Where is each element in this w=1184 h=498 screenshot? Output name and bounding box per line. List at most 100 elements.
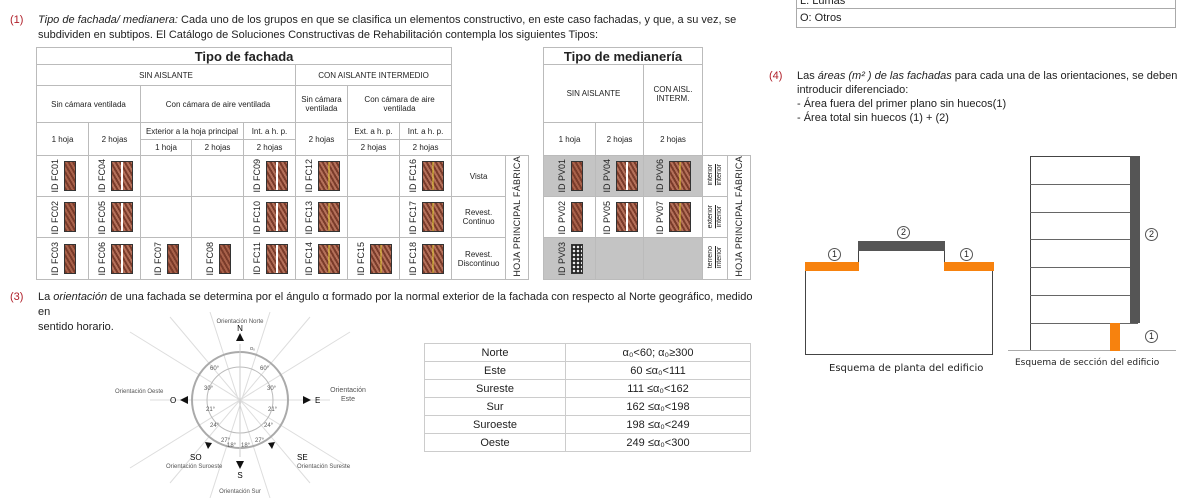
side-top: exterior (707, 204, 714, 228)
note4-text: Las áreas (m² ) de las fachadas para cad… (797, 69, 1182, 125)
angle-label: 60° (260, 366, 270, 372)
wall-section-icon (369, 243, 392, 274)
type-id: ID FC14 (303, 241, 314, 276)
wall-section-icon (63, 161, 76, 192)
so-arrow-icon (205, 442, 212, 449)
side-bottom: interior (716, 246, 723, 269)
plan-marker-2: 2 (897, 226, 910, 239)
fachada-cell: ID FC02 (36, 196, 89, 239)
hdr-con-camara: Con cámara de aire ventilada (140, 85, 296, 123)
angle-label: 60° (210, 366, 220, 372)
orientation-row: Sur 162 ≤α₀<198 (424, 397, 751, 416)
wall-section-icon (265, 161, 288, 192)
finish-label: Vista (451, 154, 507, 198)
side-top: terreno (707, 246, 714, 269)
hdr-1hoja: 1 hoja (36, 122, 89, 156)
med-sin-aislante: SIN AISLANTE (543, 64, 644, 123)
note3-t3: sentido horario. (38, 321, 114, 333)
hdr-e1: 1 hoja (140, 139, 192, 156)
wall-section-icon (615, 161, 638, 192)
type-id: ID PV07 (655, 200, 665, 235)
fachada-table: Tipo de fachada SIN AISLANTE CON AISLANTE… (35, 47, 530, 280)
angle-label: 30° (204, 386, 214, 392)
wall-section-icon (63, 202, 76, 233)
wall-section-icon (265, 243, 288, 274)
plan-area-1-right (944, 262, 994, 271)
wall-section-icon (63, 243, 76, 274)
side-top: interior (707, 164, 714, 186)
orientation-row: Este 60 ≤α₀<111 (424, 361, 751, 380)
wall-section-icon (110, 202, 133, 233)
type-id: ID FC16 (407, 159, 418, 193)
section-area-2 (1130, 156, 1140, 323)
type-id: ID FC09 (251, 159, 262, 193)
floor-line (1030, 267, 1138, 269)
label-so: SO (190, 453, 202, 462)
legend-partial: L: Lumas (797, 0, 1175, 9)
fachada-cell (191, 196, 244, 239)
medianeria-cell: ID PV05 (595, 196, 644, 239)
note4-t1: Las (797, 70, 818, 82)
note1-line1: Cada uno de los grupos en que se clasifi… (177, 14, 737, 26)
plan-caption: Esquema de planta del edificio (829, 363, 984, 374)
note-number: (1) (10, 14, 24, 26)
section-marker-2: 2 (1145, 228, 1158, 241)
fachada-cell: ID FC10 (243, 196, 296, 239)
type-id: ID FC11 (251, 242, 262, 275)
wall-section-icon (421, 243, 444, 274)
wall-section-icon (317, 243, 340, 274)
label-e: E (315, 396, 320, 405)
south-arrow-icon (236, 461, 244, 469)
angle-label: 30° (267, 386, 277, 392)
angle-label: 24° (210, 423, 220, 429)
angle-label: 21° (268, 407, 278, 413)
note1-line2: subdividen en subtipos. El Catálogo de S… (38, 29, 599, 41)
wall-section-icon (570, 202, 583, 233)
type-id: ID PV02 (556, 200, 567, 235)
wall-section-icon (669, 161, 691, 192)
fachada-row: ID FC02 ID FC05 ID FC10 ID FC13 ID FC17 Reves… (36, 196, 529, 239)
fachada-cell: ID FC16 (398, 154, 453, 198)
angle-label: 18° (227, 443, 237, 449)
type-id: ID FC08 (204, 241, 215, 276)
wall-section-icon (570, 161, 583, 192)
label-se: SE (297, 453, 308, 462)
side-labels: terreno interior (706, 246, 724, 268)
wall-section-icon (317, 202, 340, 233)
floor-line (1030, 211, 1138, 213)
floor-line (1030, 295, 1138, 296)
fachada-row: ID FC03 ID FC06 ID FC07 ID FC08 ID FC11 ID FC… (36, 237, 529, 280)
orientation-name: Suroeste (424, 415, 566, 434)
note3-t2: de una fachada se determina por el ángul… (38, 291, 753, 318)
orientation-row: Norte α₀<60; α₀≥300 (424, 343, 751, 362)
wall-section-icon (615, 202, 638, 233)
wall-section-icon (669, 202, 691, 233)
medianeria-cell: ID PV07 (643, 196, 703, 239)
wall-section-icon (317, 161, 340, 192)
note4-number: (4) (769, 70, 783, 82)
medianeria-title: Tipo de medianería (543, 47, 703, 65)
label-sureste: Orientación Sureste (297, 464, 351, 470)
hdr-2hojas-c: 2 hojas (295, 122, 348, 156)
orientation-range: 162 ≤α₀<198 (565, 397, 751, 416)
type-id: ID FC17 (407, 200, 418, 235)
type-id: ID PV06 (655, 159, 665, 193)
medianeria-cell: ID PV04 (595, 154, 644, 198)
se-arrow-icon (268, 442, 275, 449)
wall-section-icon (110, 243, 133, 274)
type-id: ID FC02 (49, 200, 60, 235)
orientation-name: Norte (424, 343, 566, 362)
label-este: Orientación Este (330, 387, 366, 403)
label-suroeste: Orientación Suroeste (166, 464, 223, 470)
orientation-name: Este (424, 361, 566, 380)
section-area-1 (1110, 323, 1120, 351)
type-id: ID PV03 (556, 241, 567, 276)
note1-title: Tipo de fachada/ medianera: (38, 14, 178, 26)
medianeria-cell: ID PV06 (643, 154, 703, 198)
medianeria-row: ID PV03 terreno interior (543, 237, 751, 280)
med-1hoja: 1 hoja (543, 122, 596, 156)
type-id: ID FC01 (49, 159, 60, 193)
side-labels: interior interior (706, 164, 724, 185)
plan-area-1-left (805, 262, 859, 271)
hdr-2hojas: 2 hojas (88, 122, 141, 156)
